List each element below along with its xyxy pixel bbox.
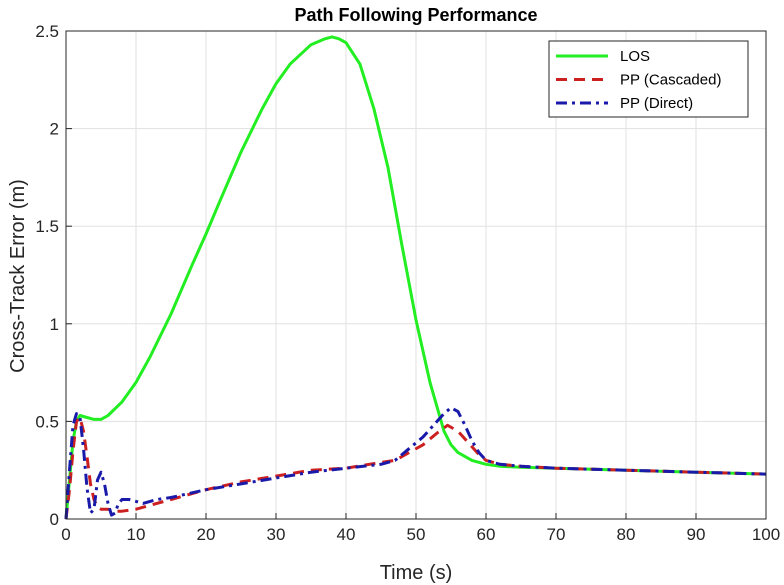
y-tick-label: 0.5 bbox=[35, 412, 59, 431]
series-layer bbox=[64, 35, 767, 520]
legend-label: LOS bbox=[620, 48, 650, 65]
legend-label: PP (Cascaded) bbox=[620, 72, 721, 89]
x-tick-label: 50 bbox=[407, 525, 426, 544]
x-tick-label: 70 bbox=[547, 525, 566, 544]
y-tick-label: 1.5 bbox=[35, 217, 59, 236]
x-tick-label: 20 bbox=[197, 525, 216, 544]
x-axis-label: Time (s) bbox=[380, 562, 453, 584]
legend-label: PP (Direct) bbox=[620, 95, 693, 112]
ticks: 0 10 20 30 40 50 60 70 80 90 100 0 0.5 1 1.5 2 2.5 bbox=[35, 22, 780, 544]
legend: LOS PP (Cascaded) PP (Direct) bbox=[548, 40, 749, 118]
y-tick-label: 2 bbox=[50, 120, 59, 139]
x-tick-label: 40 bbox=[337, 525, 356, 544]
y-tick-label: 1 bbox=[50, 315, 59, 334]
series-line-pp-direct bbox=[64, 406, 767, 520]
x-tick-label: 80 bbox=[617, 525, 636, 544]
series-line-pp-cascaded bbox=[64, 416, 767, 520]
x-tick-label: 10 bbox=[127, 525, 146, 544]
x-tick-label: 100 bbox=[752, 525, 780, 544]
chart-title: Path Following Performance bbox=[294, 5, 537, 25]
y-axis-label: Cross-Track Error (m) bbox=[7, 179, 29, 373]
x-tick-label: 30 bbox=[267, 525, 286, 544]
x-tick-label: 60 bbox=[477, 525, 496, 544]
y-tick-label: 0 bbox=[50, 510, 59, 529]
x-tick-label: 0 bbox=[61, 525, 70, 544]
x-tick-label: 90 bbox=[687, 525, 706, 544]
series-line-los bbox=[64, 35, 767, 520]
y-tick-label: 2.5 bbox=[35, 22, 59, 41]
